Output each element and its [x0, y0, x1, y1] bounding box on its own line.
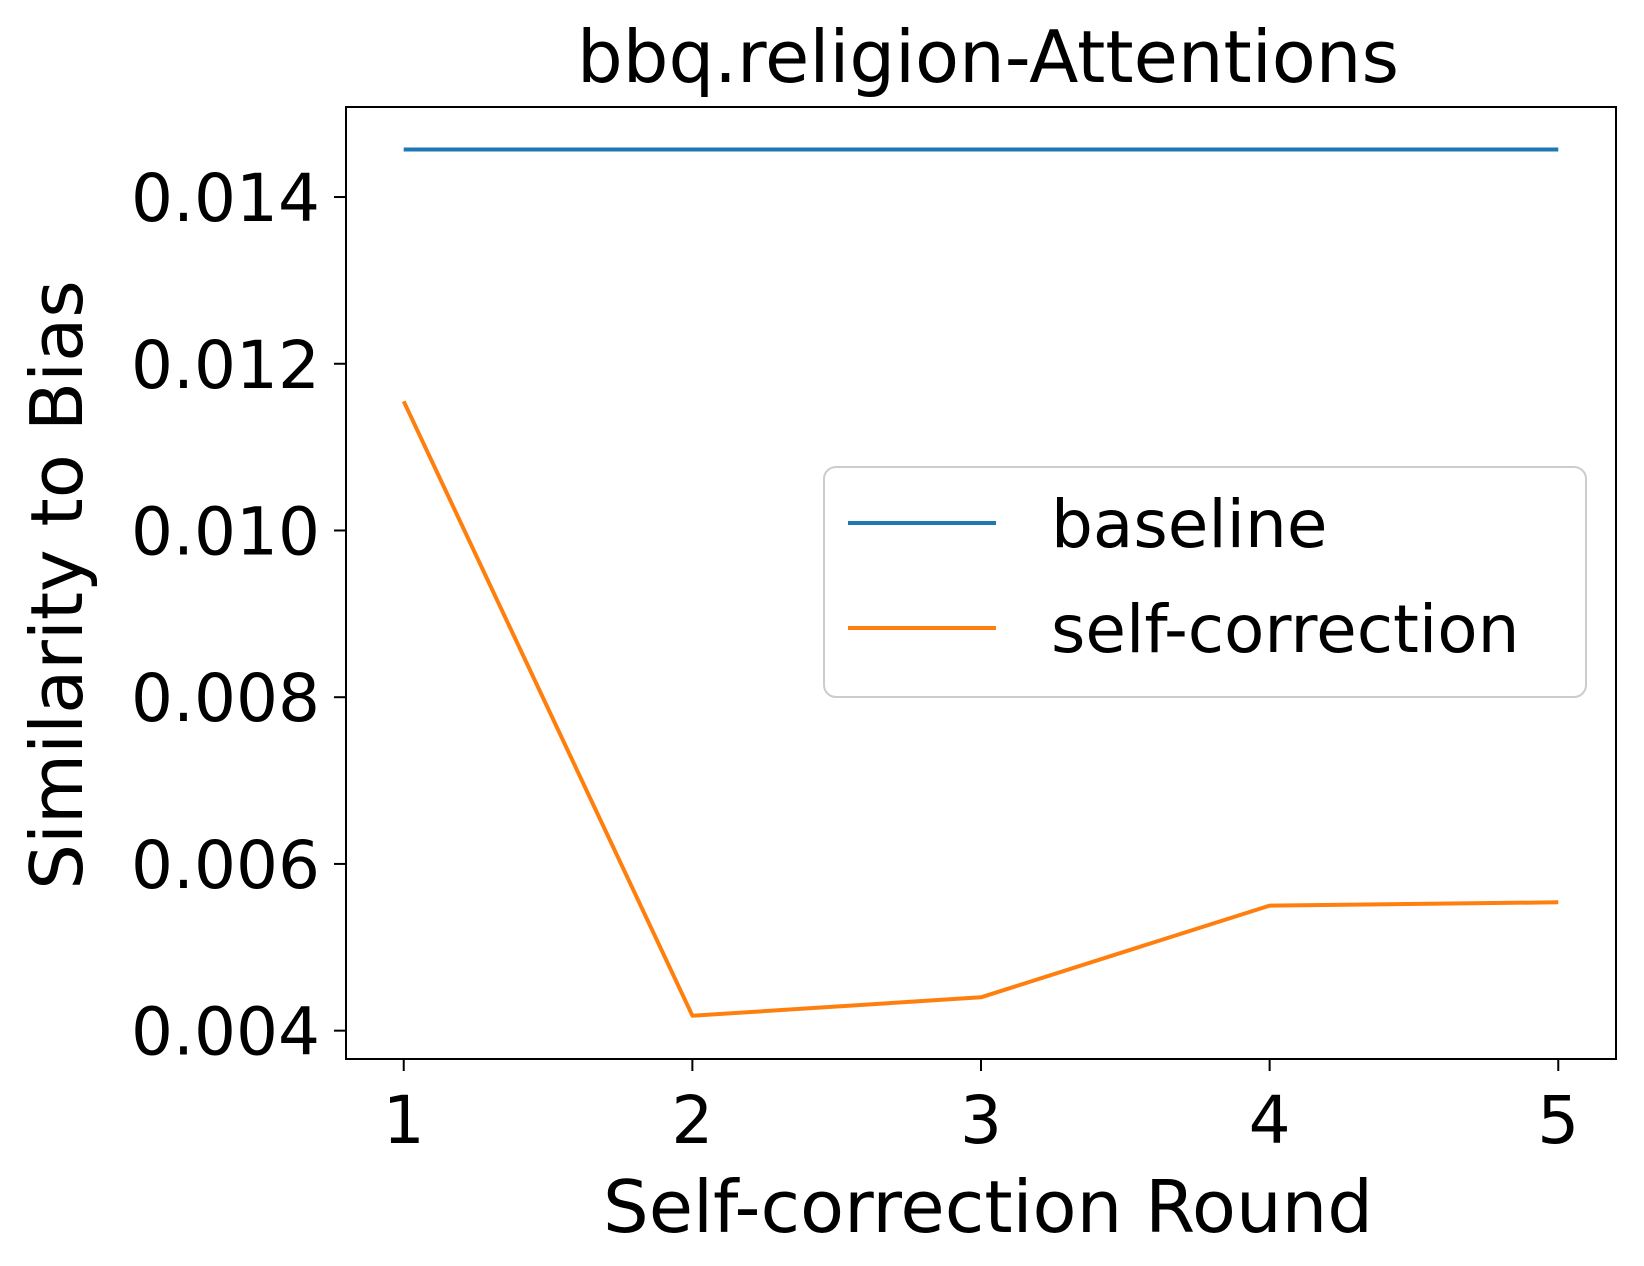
- y-tick-label: 0.014: [131, 160, 320, 237]
- y-tick-label: 0.006: [131, 827, 320, 904]
- chart-title: bbq.religion-Attentions: [577, 15, 1399, 99]
- legend-label-self-correction: self-correction: [1051, 591, 1519, 668]
- y-axis: 0.004 0.006 0.008 0.010 0.012 0.014: [131, 160, 346, 1071]
- plot-area: 1 2 3 4 5 0.004 0.006 0.008 0.010 0.012 0.014: [131, 106, 1617, 1159]
- x-tick-label: 2: [671, 1082, 713, 1159]
- y-axis-label: Similarity to Bias: [15, 280, 99, 890]
- x-tick-label: 3: [960, 1082, 1002, 1159]
- y-tick-label: 0.012: [131, 327, 320, 404]
- x-axis: 1 2 3 4 5: [383, 1059, 1579, 1159]
- y-tick-label: 0.008: [131, 660, 320, 737]
- legend: baseline self-correction: [823, 466, 1587, 698]
- y-tick-label: 0.010: [131, 493, 320, 570]
- y-tick-label: 0.004: [131, 994, 320, 1071]
- series-layer: [401, 147, 1559, 1018]
- x-tick-label: 4: [1249, 1082, 1291, 1159]
- x-tick-label: 5: [1537, 1082, 1579, 1159]
- legend-label-baseline: baseline: [1051, 486, 1327, 563]
- legend-frame: [823, 466, 1587, 698]
- x-tick-label: 1: [383, 1082, 425, 1159]
- x-axis-label: Self-correction Round: [603, 1165, 1373, 1249]
- series-line-self-correction: [401, 400, 1559, 1018]
